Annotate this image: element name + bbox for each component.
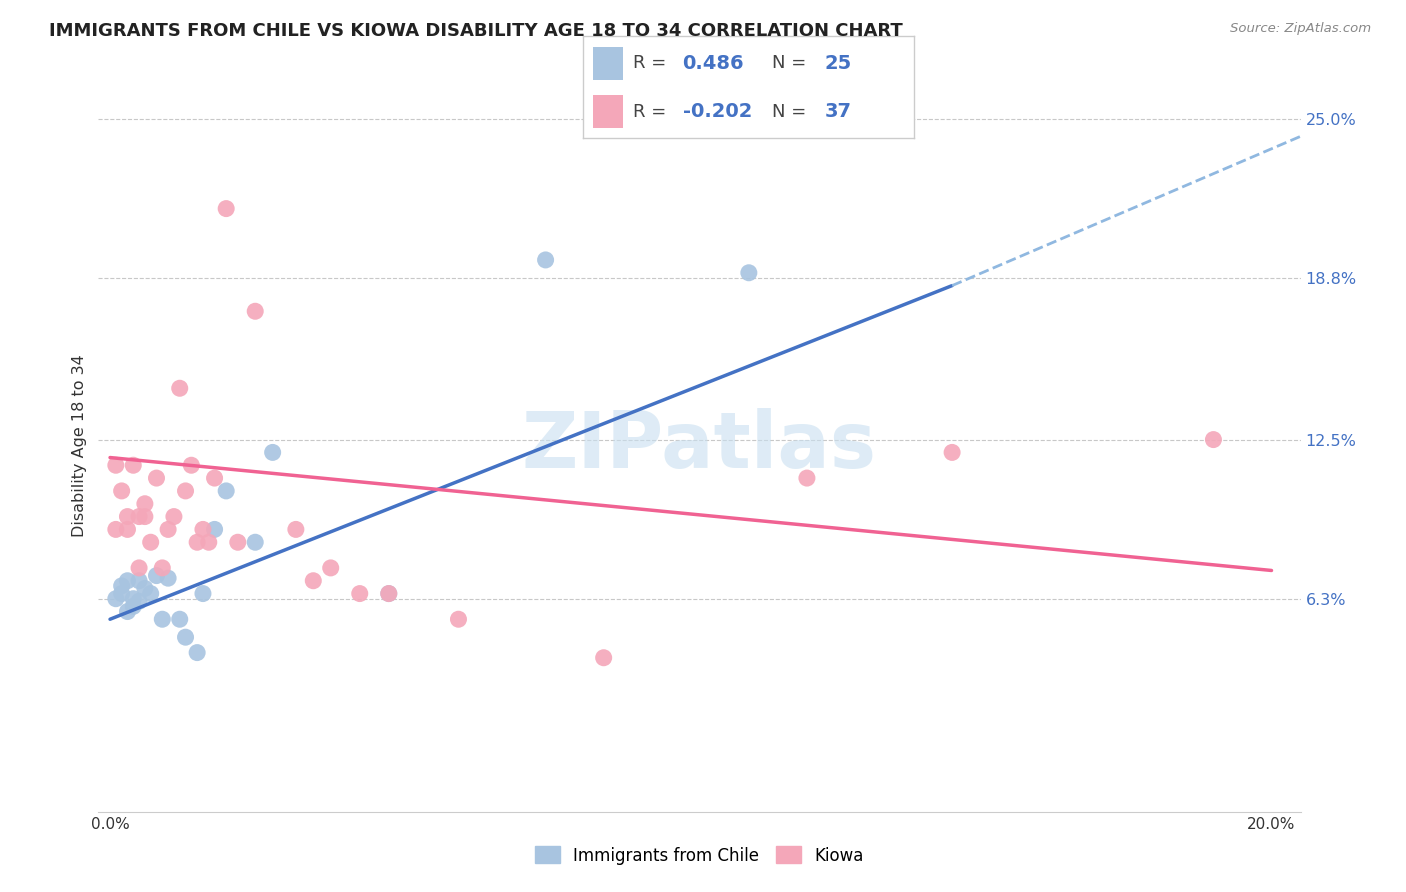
Point xyxy=(796,471,818,485)
Legend: Immigrants from Chile, Kiowa: Immigrants from Chile, Kiowa xyxy=(527,838,872,873)
Point xyxy=(117,574,139,588)
Point xyxy=(111,483,134,498)
Point xyxy=(319,561,342,575)
FancyBboxPatch shape xyxy=(593,47,623,79)
FancyBboxPatch shape xyxy=(593,95,623,128)
Text: 37: 37 xyxy=(825,102,852,121)
Point xyxy=(204,523,226,537)
Point xyxy=(262,445,284,459)
Point xyxy=(186,646,208,660)
Point xyxy=(197,535,219,549)
Point xyxy=(157,571,180,585)
Point xyxy=(117,523,139,537)
Point xyxy=(174,630,197,644)
Point xyxy=(117,509,139,524)
Point xyxy=(111,586,134,600)
Point xyxy=(349,586,371,600)
Point xyxy=(245,304,267,318)
Text: ZIPatlas: ZIPatlas xyxy=(522,408,877,484)
Point xyxy=(378,586,401,600)
Point xyxy=(104,523,127,537)
Point xyxy=(122,591,145,606)
Text: R =: R = xyxy=(633,103,672,120)
Point xyxy=(1202,433,1225,447)
Point xyxy=(150,612,173,626)
Point xyxy=(191,523,214,537)
Point xyxy=(226,535,249,549)
Point xyxy=(245,535,267,549)
Point xyxy=(157,523,180,537)
Point xyxy=(302,574,325,588)
Point xyxy=(104,591,127,606)
Point xyxy=(145,568,167,582)
Point xyxy=(134,497,156,511)
Point xyxy=(186,535,208,549)
Point xyxy=(128,594,150,608)
Point xyxy=(174,483,197,498)
Point xyxy=(941,445,963,459)
Point xyxy=(534,252,557,267)
Point xyxy=(169,381,191,395)
Point xyxy=(134,582,156,596)
Y-axis label: Disability Age 18 to 34: Disability Age 18 to 34 xyxy=(72,355,87,537)
Point xyxy=(122,599,145,614)
Text: -0.202: -0.202 xyxy=(683,102,752,121)
Point xyxy=(134,509,156,524)
Point xyxy=(284,523,307,537)
Text: 0.486: 0.486 xyxy=(683,54,744,73)
Point xyxy=(191,586,214,600)
Text: 25: 25 xyxy=(825,54,852,73)
Point xyxy=(163,509,186,524)
Point xyxy=(145,471,167,485)
Point xyxy=(215,202,238,216)
Point xyxy=(104,458,127,473)
Point xyxy=(139,586,162,600)
Point xyxy=(447,612,470,626)
Point xyxy=(139,535,162,549)
Text: IMMIGRANTS FROM CHILE VS KIOWA DISABILITY AGE 18 TO 34 CORRELATION CHART: IMMIGRANTS FROM CHILE VS KIOWA DISABILIT… xyxy=(49,22,903,40)
Point xyxy=(204,471,226,485)
Text: R =: R = xyxy=(633,54,672,72)
Point xyxy=(122,458,145,473)
Text: N =: N = xyxy=(772,103,811,120)
Point xyxy=(180,458,202,473)
Point xyxy=(215,483,238,498)
Point xyxy=(128,561,150,575)
Point xyxy=(150,561,173,575)
Point xyxy=(117,605,139,619)
Text: Source: ZipAtlas.com: Source: ZipAtlas.com xyxy=(1230,22,1371,36)
Point xyxy=(128,509,150,524)
Point xyxy=(128,574,150,588)
Point xyxy=(169,612,191,626)
Point xyxy=(378,586,401,600)
Point xyxy=(111,579,134,593)
Point xyxy=(592,650,614,665)
Text: N =: N = xyxy=(772,54,811,72)
Point xyxy=(738,266,761,280)
